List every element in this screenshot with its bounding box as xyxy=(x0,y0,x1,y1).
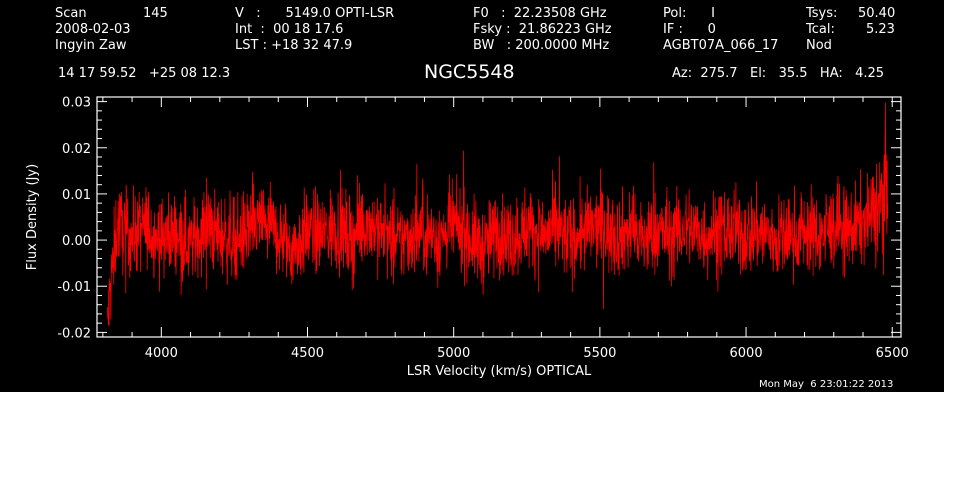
flux-spectrum-line xyxy=(106,102,889,326)
tsys-value: 50.40 xyxy=(858,6,896,21)
spectrum-plot-panel: 4000 4500 5000 5500 6000 6500 -0.02 -0.01 0.00 0.… xyxy=(0,0,944,392)
polarization: Pol: I xyxy=(663,6,715,21)
scan-label: Scan xyxy=(55,6,87,21)
x-tick-label: 4000 xyxy=(145,346,178,361)
x-tick-label: 4500 xyxy=(291,346,324,361)
if-number: IF : 0 xyxy=(663,22,716,37)
velocity-info: V : 5149.0 OPTI-LSR xyxy=(235,6,395,21)
tcal-label: Tcal: xyxy=(806,22,835,37)
y-tick-label: -0.02 xyxy=(57,326,91,341)
y-axis-label: Flux Density (Jy) xyxy=(25,164,40,270)
plot-timestamp: Mon May 6 23:01:22 2013 xyxy=(759,379,894,390)
x-tick-label: 5000 xyxy=(437,346,470,361)
source-coordinates: 14 17 59.52 +25 08 12.3 xyxy=(58,66,231,81)
y-tick-label: -0.01 xyxy=(57,280,91,295)
obs-date: 2008-02-03 xyxy=(55,22,131,37)
sky-frequency: Fsky : 21.86223 GHz xyxy=(473,22,612,37)
project-id: AGBT07A_066_17 xyxy=(663,38,779,53)
lst-info: LST : +18 32 47.9 xyxy=(235,38,353,53)
obs-mode: Nod xyxy=(806,38,832,53)
y-tick-label: 0.01 xyxy=(62,188,91,203)
x-axis-label: LSR Velocity (km/s) OPTICAL xyxy=(407,364,592,379)
az-el-ha: Az: 275.7 El: 35.5 HA: 4.25 xyxy=(672,66,885,81)
tcal-value: 5.23 xyxy=(866,22,895,37)
observer-name: Ingyin Zaw xyxy=(55,38,127,53)
y-tick-label: 0.02 xyxy=(62,142,91,157)
x-tick-label: 6000 xyxy=(730,346,763,361)
rest-frequency: F0 : 22.23508 GHz xyxy=(473,6,607,21)
tsys-label: Tsys: xyxy=(806,6,838,21)
x-tick-label: 6500 xyxy=(876,346,909,361)
y-tick-label: 0.03 xyxy=(62,96,91,111)
integration-time: Int : 00 18 17.6 xyxy=(235,22,344,37)
bandwidth: BW : 200.0000 MHz xyxy=(473,38,610,53)
plot-frame xyxy=(96,96,902,338)
x-tick-label: 5500 xyxy=(583,346,616,361)
source-name: NGC5548 xyxy=(424,61,515,83)
y-tick-label: 0.00 xyxy=(62,234,91,249)
scan-value: 145 xyxy=(143,6,168,21)
spectrum-chart: 4000 4500 5000 5500 6000 6500 -0.02 -0.01 0.00 0.… xyxy=(25,96,909,379)
